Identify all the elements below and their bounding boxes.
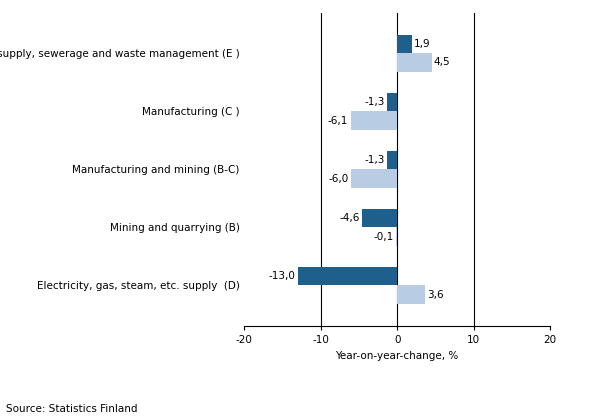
Text: -0,1: -0,1 <box>374 232 394 242</box>
Text: 1,9: 1,9 <box>414 39 431 49</box>
Text: -4,6: -4,6 <box>339 213 360 223</box>
Bar <box>351 169 397 188</box>
Bar <box>387 93 397 111</box>
Text: -6,0: -6,0 <box>329 173 349 184</box>
Bar <box>397 285 425 304</box>
Text: -1,3: -1,3 <box>365 97 385 107</box>
Text: Source: Statistics Finland: Source: Statistics Finland <box>6 404 137 414</box>
Bar <box>351 111 397 130</box>
X-axis label: Year-on-year-change, %: Year-on-year-change, % <box>335 351 459 361</box>
Bar <box>387 151 397 169</box>
Text: 4,5: 4,5 <box>434 57 450 67</box>
Bar <box>397 35 412 53</box>
Bar <box>298 267 397 285</box>
Bar <box>397 53 431 72</box>
Text: -6,1: -6,1 <box>328 115 348 125</box>
Text: -1,3: -1,3 <box>365 155 385 165</box>
Bar <box>362 209 397 227</box>
Text: -13,0: -13,0 <box>269 271 296 281</box>
Text: 3,6: 3,6 <box>427 290 444 300</box>
